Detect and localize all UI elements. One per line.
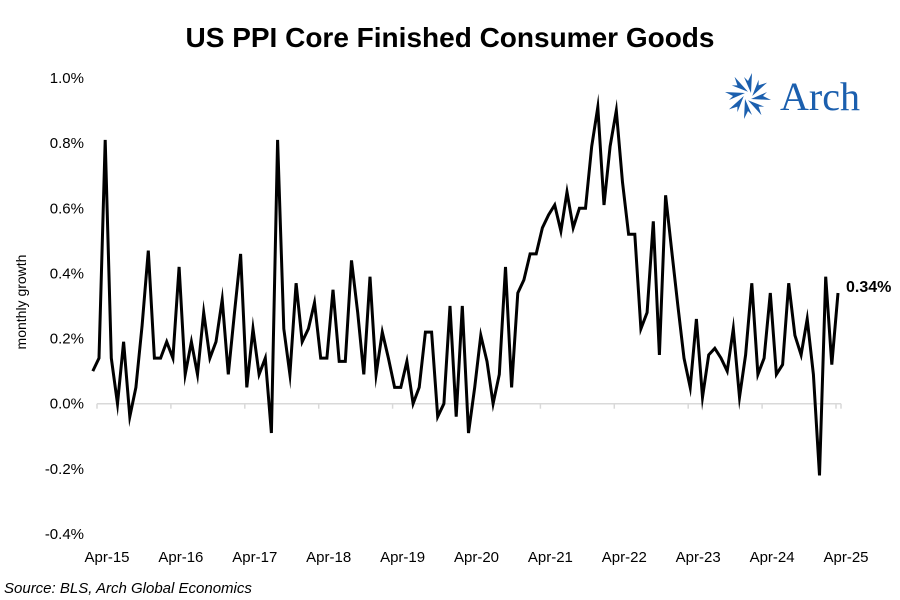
x-tick-label: Apr-16 <box>158 549 203 566</box>
arch-logo: Arch <box>725 73 860 119</box>
x-tick-label: Apr-25 <box>823 549 868 566</box>
logo-star-blade <box>731 76 748 92</box>
x-tick-label: Apr-20 <box>454 549 499 566</box>
x-tick-label: Apr-18 <box>306 549 351 566</box>
logo-star-blade <box>748 100 765 116</box>
x-tick-label: Apr-24 <box>750 549 795 566</box>
source-note: Source: BLS, Arch Global Economics <box>4 580 252 597</box>
logo-star-blade <box>744 99 752 119</box>
series-line <box>91 93 840 476</box>
chart-title: US PPI Core Finished Consumer Goods <box>186 22 715 53</box>
logo-star-blade <box>725 92 745 100</box>
y-tick-label: 0.8% <box>50 135 84 152</box>
end-value-label: 0.34% <box>846 279 891 296</box>
y-tick-label: 0.4% <box>50 265 84 282</box>
annotations: 0.34% <box>846 279 891 296</box>
y-tick-label: 0.6% <box>50 200 84 217</box>
arch-star-icon <box>725 73 771 119</box>
y-tick-label: 1.0% <box>50 70 84 87</box>
x-tick-label: Apr-19 <box>380 549 425 566</box>
y-tick-label: -0.4% <box>45 526 84 543</box>
x-tick-label: Apr-22 <box>602 549 647 566</box>
y-tick-label: -0.2% <box>45 461 84 478</box>
x-tick-label: Apr-21 <box>528 549 573 566</box>
y-tick-label: 0.0% <box>50 396 84 413</box>
y-axis-ticks: -0.4% -0.2% 0.0% 0.2% 0.4% 0.6% 0.8% 1.0% <box>45 70 84 543</box>
x-axis <box>96 402 842 409</box>
x-tick-label: Apr-17 <box>232 549 277 566</box>
x-tick-label: Apr-23 <box>676 549 721 566</box>
logo-star-blade <box>751 92 771 100</box>
series-group <box>91 93 840 476</box>
x-axis-tick-labels: Apr-15 Apr-16 Apr-17 Apr-18 Apr-19 Apr-20 Apr-… <box>84 549 868 566</box>
x-tick-label: Apr-15 <box>84 549 129 566</box>
y-tick-label: 0.2% <box>50 331 84 348</box>
logo-text: Arch <box>780 74 860 119</box>
logo-star-blade <box>744 73 752 93</box>
y-axis-label: monthly growth <box>13 255 29 350</box>
